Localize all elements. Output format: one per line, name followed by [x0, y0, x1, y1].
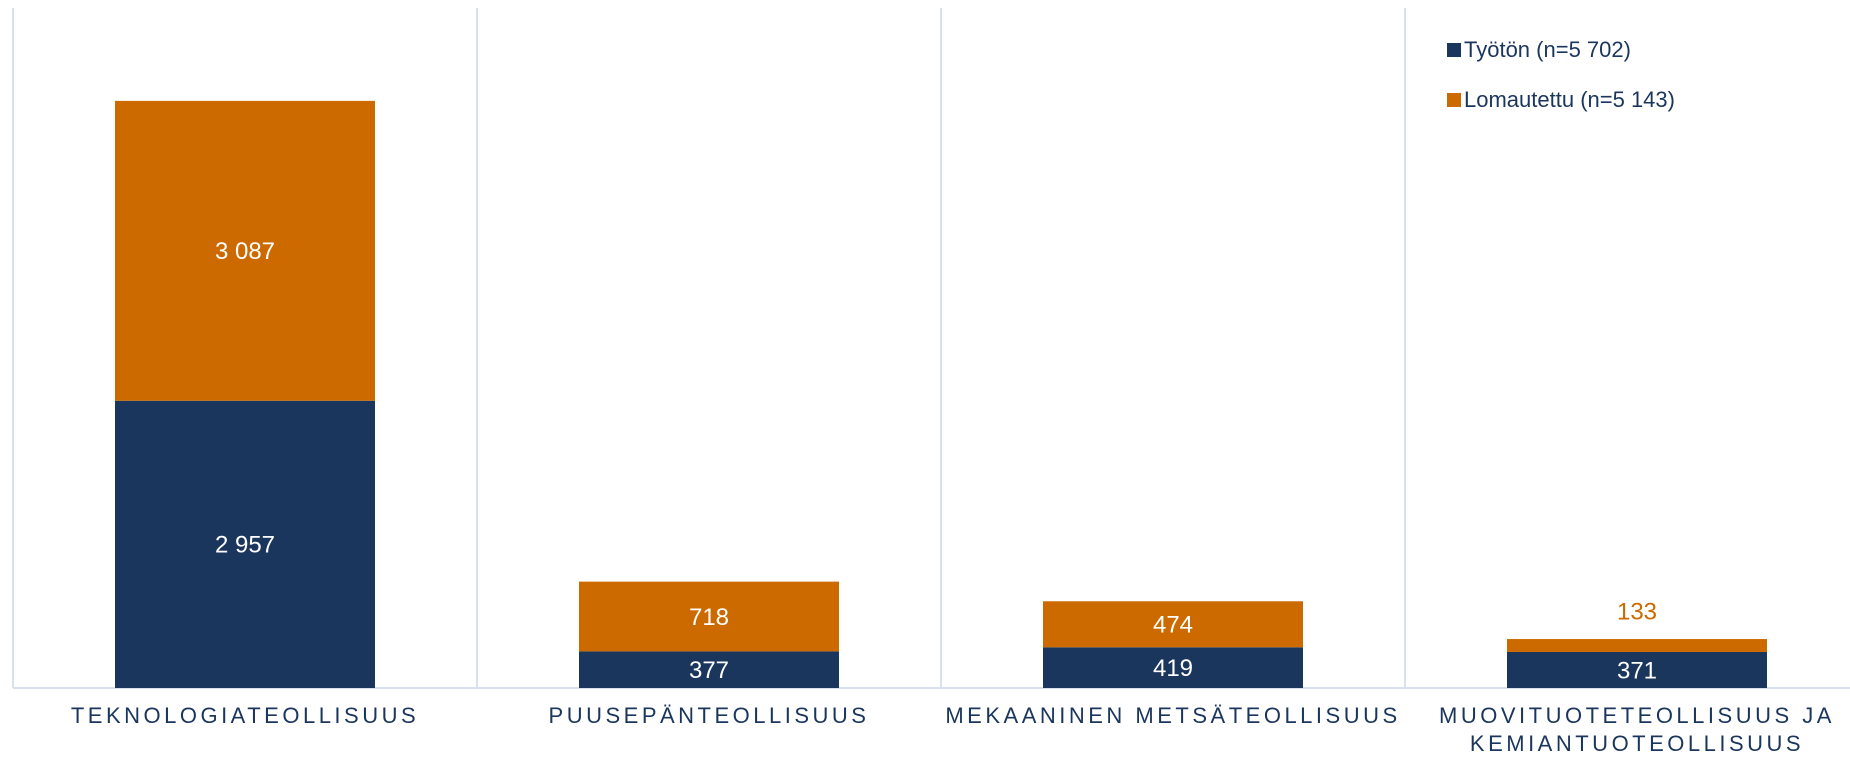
category-label: MEKAANINEN METSÄTEOLLISUUS	[945, 703, 1401, 728]
bar-segment	[115, 400, 375, 688]
category-label: MUOVITUOTETEOLLISUUS JA KEMIANTUOTEOLLIS…	[1439, 703, 1835, 756]
legend-label: Työtön (n=5 702)	[1464, 37, 1631, 62]
data-label: 3 087	[215, 238, 275, 265]
legend-swatch	[1447, 43, 1461, 57]
data-label: 718	[689, 604, 729, 631]
data-label: 2 957	[215, 532, 275, 559]
legend-swatch	[1447, 93, 1461, 107]
data-label: 377	[689, 657, 729, 684]
legend-label: Lomautettu (n=5 143)	[1464, 87, 1675, 112]
data-label: 133	[1617, 598, 1657, 625]
bar-segment	[579, 581, 839, 652]
bar-segment	[1043, 601, 1303, 648]
category-label: PUUSEPÄNTEOLLISUUS	[548, 703, 870, 728]
bar-segment	[579, 651, 839, 688]
bar-segment	[1507, 651, 1767, 688]
category-label: TEKNOLOGIATEOLLISUUS	[70, 703, 420, 728]
data-label: 419	[1153, 655, 1193, 682]
bar-segment	[115, 100, 375, 401]
bar-segment	[1507, 639, 1767, 652]
bar-segment	[1043, 647, 1303, 688]
data-label: 474	[1153, 612, 1193, 639]
data-label: 371	[1617, 657, 1657, 684]
